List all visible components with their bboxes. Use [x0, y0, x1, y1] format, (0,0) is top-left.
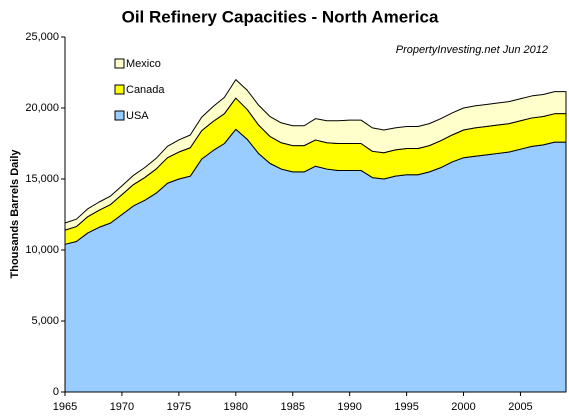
- x-tick-label: 1990: [337, 401, 361, 413]
- legend-label: Canada: [126, 84, 165, 96]
- area-2: [64, 79, 567, 231]
- legend-swatch: [114, 110, 125, 121]
- legend-swatch: [114, 58, 125, 69]
- y-tick-label: 5,000: [31, 315, 59, 327]
- x-tick-label: 2000: [451, 401, 475, 413]
- legend-swatch: [114, 84, 125, 95]
- annotation: PropertyInvesting.net Jun 2012: [396, 44, 548, 56]
- x-tick-label: 1970: [110, 401, 134, 413]
- y-tick-label: 25,000: [25, 31, 59, 43]
- x-tick-label: 1965: [53, 401, 77, 413]
- legend-label: Mexico: [126, 58, 161, 70]
- x-tick-label: 1975: [167, 401, 191, 413]
- chart-title: Oil Refinery Capacities - North America: [122, 7, 439, 26]
- x-tick-label: 1980: [224, 401, 248, 413]
- y-tick-label: 10,000: [25, 244, 59, 256]
- y-tick-label: 15,000: [25, 173, 59, 185]
- y-axis-label: Thousands Barrels Daily: [9, 149, 21, 279]
- x-tick-label: 1995: [394, 401, 418, 413]
- y-tick-label: 20,000: [25, 102, 59, 114]
- area-0: [64, 128, 567, 393]
- legend-label: USA: [126, 110, 149, 122]
- x-tick-label: 2005: [508, 401, 532, 413]
- x-tick-label: 1985: [280, 401, 304, 413]
- y-tick-label: 0: [53, 386, 59, 398]
